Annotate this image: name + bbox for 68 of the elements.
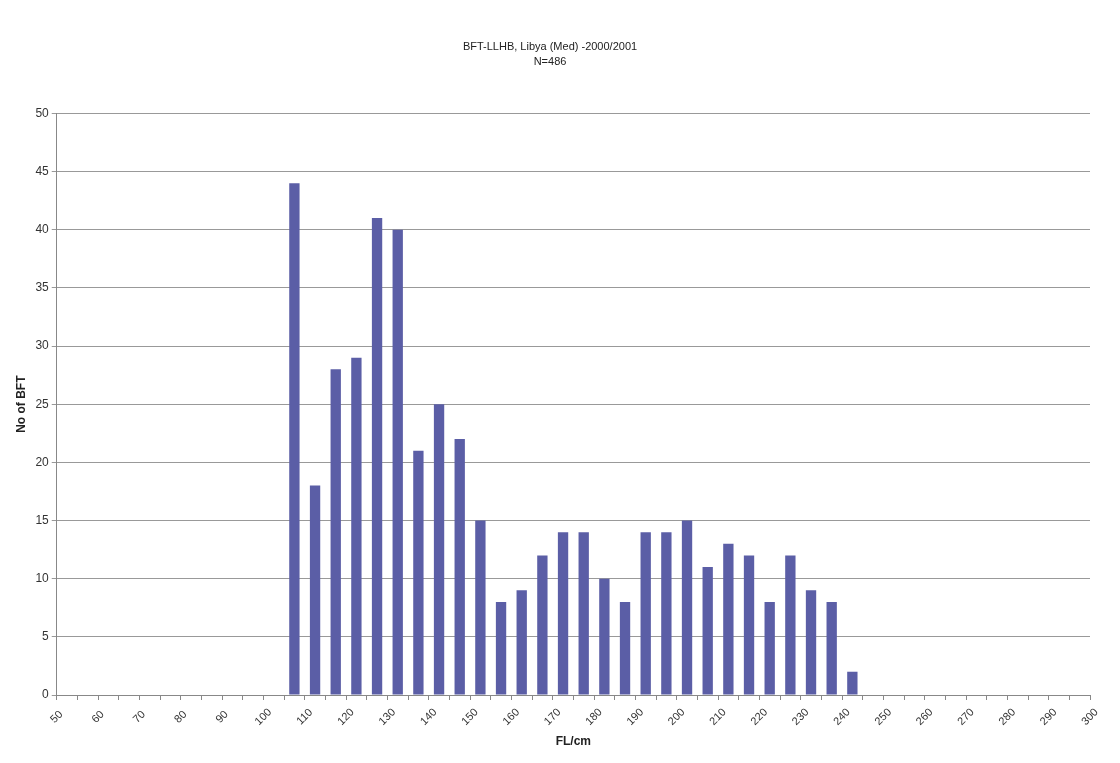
chart-title: BFT-LLHB, Libya (Med) -2000/2001 xyxy=(462,39,638,52)
bar xyxy=(495,601,507,695)
chart-subtitle: N=486 xyxy=(533,54,567,67)
x-tick-label: 60 xyxy=(88,707,106,725)
bar xyxy=(619,601,631,695)
x-tick-label: 230 xyxy=(789,705,811,728)
y-tick-label: 45 xyxy=(35,163,50,178)
y-tick-label: 0 xyxy=(42,687,50,702)
x-axis-title: FL/cm xyxy=(555,734,592,749)
x-tick-label: 120 xyxy=(334,705,357,728)
x-tick-label: 260 xyxy=(913,705,935,728)
x-tick-label: 220 xyxy=(747,705,770,728)
x-tick-label: 190 xyxy=(623,705,646,728)
y-tick-label: 35 xyxy=(35,280,50,295)
bar xyxy=(289,183,300,695)
bar xyxy=(537,555,548,695)
bar xyxy=(454,439,465,695)
y-tick-label: 20 xyxy=(35,454,50,469)
x-tick-label: 70 xyxy=(130,707,148,725)
bar xyxy=(309,485,321,695)
bar xyxy=(330,369,341,695)
bar xyxy=(433,404,445,695)
y-tick-label: 5 xyxy=(42,629,50,644)
bar xyxy=(578,532,589,695)
x-tick-label: 250 xyxy=(871,705,894,728)
x-tick-label: 180 xyxy=(582,705,605,728)
bar xyxy=(785,555,796,695)
y-tick-label: 10 xyxy=(35,570,50,585)
x-tick-label: 100 xyxy=(251,705,274,728)
bar xyxy=(640,532,651,695)
bar xyxy=(743,555,755,695)
bar xyxy=(661,532,672,695)
bar xyxy=(826,601,837,695)
x-tick-label: 110 xyxy=(293,705,315,727)
bar xyxy=(764,601,775,695)
y-tick-label: 15 xyxy=(35,512,50,527)
bar xyxy=(557,532,569,695)
bar xyxy=(475,520,486,695)
y-tick-label: 25 xyxy=(35,396,50,411)
y-tick-label: 50 xyxy=(35,105,50,120)
x-tick-label: 280 xyxy=(995,705,1018,728)
x-tick-label: 210 xyxy=(706,705,729,728)
x-tick-label: 90 xyxy=(212,707,230,725)
x-tick-label: 170 xyxy=(541,705,563,728)
bar xyxy=(392,229,403,695)
x-tick-label: 270 xyxy=(954,705,977,728)
x-tick-label: 160 xyxy=(499,705,522,728)
bar xyxy=(847,671,858,695)
bar xyxy=(371,218,383,695)
x-tick-label: 290 xyxy=(1037,705,1059,728)
x-tick-label: 200 xyxy=(665,705,687,728)
bar xyxy=(681,520,693,695)
bar xyxy=(516,590,527,695)
x-tick-label: 300 xyxy=(1078,705,1101,728)
bar xyxy=(723,543,734,695)
x-tick-label: 240 xyxy=(830,705,853,728)
bar xyxy=(702,567,713,695)
bar xyxy=(413,450,424,695)
y-axis-title: No of BFT xyxy=(13,374,28,433)
y-tick-label: 40 xyxy=(35,222,50,237)
x-tick-label: 140 xyxy=(417,705,439,728)
bar xyxy=(805,590,817,695)
bar xyxy=(351,357,362,695)
x-tick-label: 150 xyxy=(458,705,481,728)
y-tick-label: 30 xyxy=(35,338,50,353)
x-tick-label: 130 xyxy=(375,705,398,728)
x-tick-label: 80 xyxy=(171,707,189,725)
bar xyxy=(599,578,610,695)
